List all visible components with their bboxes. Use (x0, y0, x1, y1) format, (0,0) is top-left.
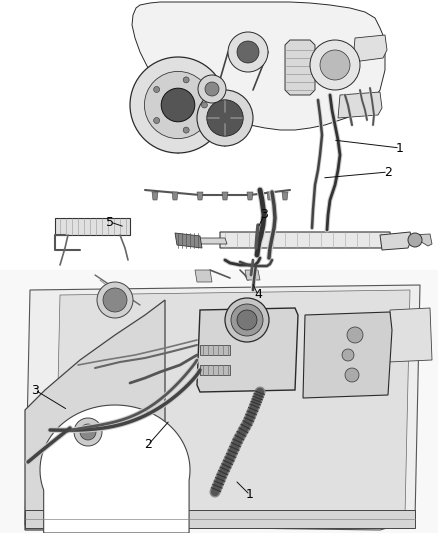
Polygon shape (25, 285, 420, 530)
Circle shape (154, 86, 159, 93)
Circle shape (130, 57, 226, 153)
Polygon shape (285, 40, 315, 95)
Circle shape (408, 233, 422, 247)
Polygon shape (132, 2, 385, 130)
Polygon shape (200, 365, 230, 375)
Polygon shape (172, 192, 178, 200)
Circle shape (183, 77, 189, 83)
Polygon shape (410, 234, 432, 246)
Polygon shape (197, 308, 298, 392)
Text: 2: 2 (144, 439, 152, 451)
Polygon shape (282, 192, 288, 200)
Circle shape (228, 32, 268, 72)
Circle shape (97, 282, 133, 318)
Polygon shape (197, 192, 203, 200)
Polygon shape (338, 92, 382, 118)
Text: 1: 1 (246, 489, 254, 502)
Polygon shape (222, 192, 228, 200)
Text: 1: 1 (396, 141, 404, 155)
Polygon shape (380, 232, 412, 250)
Circle shape (205, 82, 219, 96)
Circle shape (183, 127, 189, 133)
Circle shape (347, 327, 363, 343)
Polygon shape (0, 270, 438, 533)
Circle shape (342, 349, 354, 361)
Text: 2: 2 (384, 166, 392, 179)
Polygon shape (40, 405, 190, 533)
Circle shape (201, 102, 208, 108)
Text: 4: 4 (254, 288, 262, 302)
Circle shape (231, 304, 263, 336)
Polygon shape (267, 192, 273, 200)
Circle shape (197, 90, 253, 146)
Polygon shape (220, 232, 392, 248)
Polygon shape (245, 270, 260, 280)
Circle shape (225, 298, 269, 342)
Polygon shape (152, 192, 158, 200)
Circle shape (310, 40, 360, 90)
Polygon shape (55, 218, 130, 235)
Circle shape (145, 71, 212, 139)
Polygon shape (175, 233, 202, 248)
Circle shape (320, 50, 350, 80)
Circle shape (74, 418, 102, 446)
Polygon shape (55, 290, 410, 525)
Polygon shape (0, 0, 438, 265)
Polygon shape (247, 192, 253, 200)
Circle shape (237, 41, 259, 63)
Polygon shape (25, 510, 415, 528)
Polygon shape (25, 300, 165, 530)
Polygon shape (353, 35, 387, 62)
Circle shape (198, 75, 226, 103)
Polygon shape (303, 312, 392, 398)
Circle shape (80, 424, 96, 440)
Circle shape (237, 310, 257, 330)
Circle shape (161, 88, 195, 122)
Polygon shape (200, 345, 230, 355)
Text: 3: 3 (260, 208, 268, 222)
Circle shape (345, 368, 359, 382)
Text: 5: 5 (106, 215, 114, 229)
Circle shape (103, 288, 127, 312)
Polygon shape (195, 238, 227, 244)
Circle shape (154, 117, 159, 124)
Polygon shape (388, 308, 432, 362)
Text: 3: 3 (31, 384, 39, 397)
Circle shape (207, 100, 243, 136)
Polygon shape (195, 270, 212, 282)
